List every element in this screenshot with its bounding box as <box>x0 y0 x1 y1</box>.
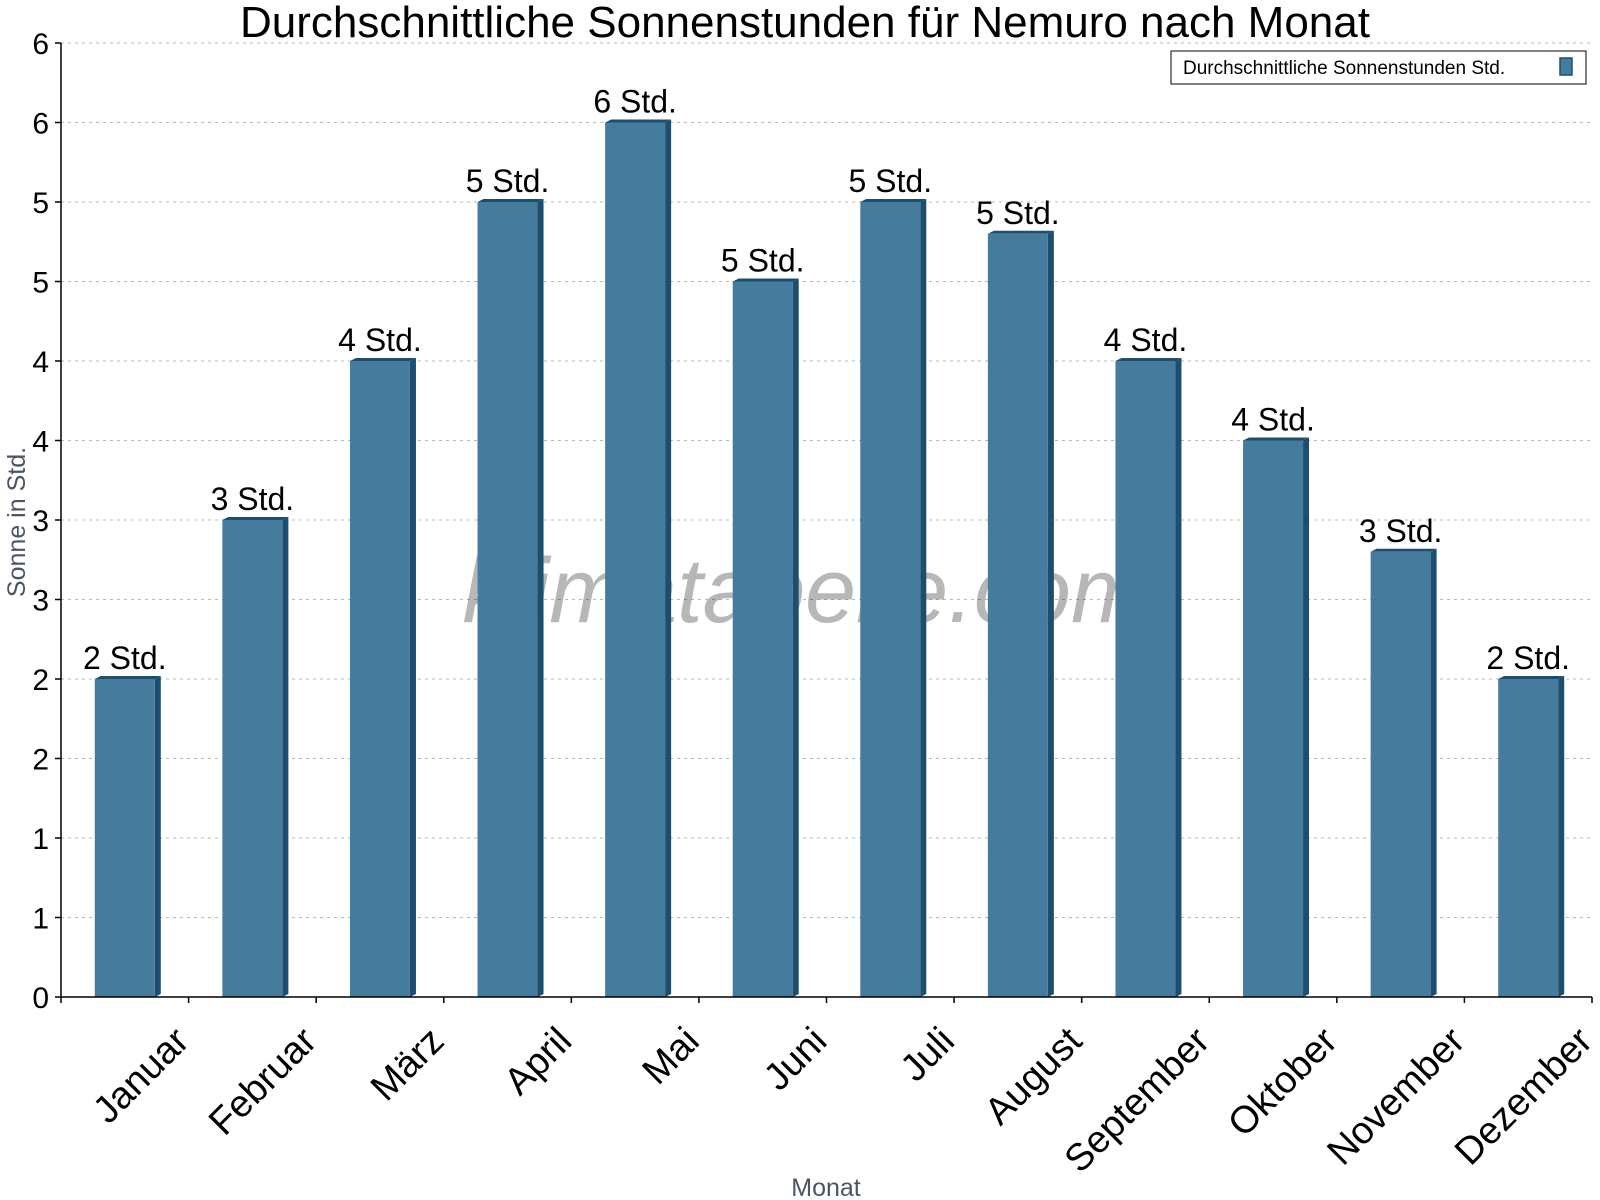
legend: Durchschnittliche Sonnenstunden Std. <box>1170 50 1587 85</box>
bar-front <box>477 202 538 997</box>
data-label: 6 Std. <box>593 84 677 120</box>
x-tick-label: Januar <box>85 1020 197 1132</box>
y-tick-label: 1 <box>32 903 49 936</box>
grid-lines <box>61 42 1592 918</box>
bar-front <box>1370 551 1431 997</box>
bar-side <box>792 278 799 997</box>
bar-top <box>860 199 927 202</box>
x-tick-label: Juli <box>893 1020 963 1090</box>
data-label: 4 Std. <box>338 322 422 358</box>
bar-side <box>537 199 544 997</box>
y-tick-label: 6 <box>32 108 49 141</box>
y-tick-label: 0 <box>32 982 49 1015</box>
x-tick-label: August <box>977 1020 1091 1134</box>
bar-front <box>349 361 410 997</box>
bar-top <box>1498 676 1565 679</box>
bar-front <box>987 233 1048 998</box>
data-label: 5 Std. <box>721 243 805 279</box>
data-label: 2 Std. <box>83 640 167 676</box>
bar-front <box>732 281 793 997</box>
bar-front <box>1243 440 1304 997</box>
bar <box>222 517 289 997</box>
bar-top <box>605 119 672 123</box>
data-label: 5 Std. <box>848 163 932 199</box>
legend-label: Durchschnittliche Sonnenstunden Std. <box>1183 58 1505 79</box>
data-label: 5 Std. <box>466 163 550 199</box>
x-tick-label: April <box>497 1020 580 1103</box>
bar-side <box>1047 230 1054 998</box>
bar <box>860 199 927 997</box>
bar <box>94 676 161 997</box>
x-tick-label: Mai <box>635 1020 708 1093</box>
data-label: 5 Std. <box>976 195 1060 231</box>
bar-side <box>1175 358 1182 997</box>
y-tick-label: 5 <box>32 187 49 220</box>
x-axis-ticks: Januar Februar März April Mai Juni Juli AugustS… <box>60 997 1600 1181</box>
x-tick-label: März <box>363 1020 452 1109</box>
bar-top <box>1370 548 1437 552</box>
bar-top <box>987 230 1054 234</box>
chart-title: Durchschnittliche Sonnenstunden für Nemu… <box>240 0 1370 47</box>
bar-top <box>732 278 799 282</box>
bar-front <box>860 202 921 997</box>
bar-side <box>282 517 289 997</box>
x-tick-label: Juni <box>756 1020 835 1099</box>
bar-side <box>1558 676 1565 997</box>
data-label: 4 Std. <box>1231 402 1315 438</box>
data-label: 2 Std. <box>1486 640 1570 676</box>
bar-side <box>154 676 161 997</box>
bar-front <box>1115 361 1176 997</box>
bar-top <box>1243 437 1310 441</box>
bar-front <box>222 520 283 997</box>
bar-top <box>1115 358 1182 361</box>
bar-side <box>665 119 672 997</box>
bar-side <box>1303 437 1310 997</box>
y-tick-label: 3 <box>32 505 49 538</box>
y-tick-label: 2 <box>32 664 49 697</box>
bar-top <box>94 676 161 679</box>
bar <box>987 230 1054 998</box>
y-tick-label: 1 <box>32 823 49 856</box>
y-axis-label: Sonne in Std. <box>3 447 31 597</box>
bar <box>349 358 416 997</box>
bar-top <box>222 517 289 520</box>
bar-side <box>1430 548 1437 997</box>
x-tick-label: Oktober <box>1220 1020 1346 1146</box>
bar <box>1243 437 1310 997</box>
x-tick-label: Februar <box>201 1020 325 1144</box>
y-tick-label: 4 <box>32 346 49 379</box>
y-tick-label: 4 <box>32 426 49 459</box>
bar <box>732 278 799 997</box>
bar-top <box>477 199 544 202</box>
y-axis-ticks: 0 1 1 2 2 3 3 4 4 5 5 6 6 <box>32 28 61 1015</box>
bar-side <box>920 199 927 997</box>
data-label: 3 Std. <box>211 481 295 517</box>
x-tick-label: Dezember <box>1447 1020 1600 1174</box>
bar-front <box>605 122 666 997</box>
x-tick-label: November <box>1319 1020 1473 1174</box>
y-tick-label: 3 <box>32 585 49 618</box>
bar-front <box>1498 679 1559 997</box>
bar <box>605 119 672 997</box>
bar-side <box>409 358 416 997</box>
y-tick-label: 2 <box>32 744 49 777</box>
y-tick-label: 6 <box>32 28 49 61</box>
legend-swatch <box>1559 57 1573 76</box>
data-label: 4 Std. <box>1104 322 1188 358</box>
bar <box>1115 358 1182 997</box>
bar-front <box>94 679 155 997</box>
bar-top <box>349 358 416 361</box>
bar <box>477 199 544 997</box>
bar <box>1370 548 1437 997</box>
bars: 2 Std. 3 Std. 4 Std. 5 Std. 6 Std. 5 Std. 5 St… <box>83 84 1570 998</box>
bar <box>1498 676 1565 997</box>
data-label: 3 Std. <box>1359 513 1443 549</box>
legend-box <box>1170 50 1587 85</box>
y-tick-label: 5 <box>32 267 49 300</box>
x-axis-label: Monat <box>791 1174 861 1200</box>
